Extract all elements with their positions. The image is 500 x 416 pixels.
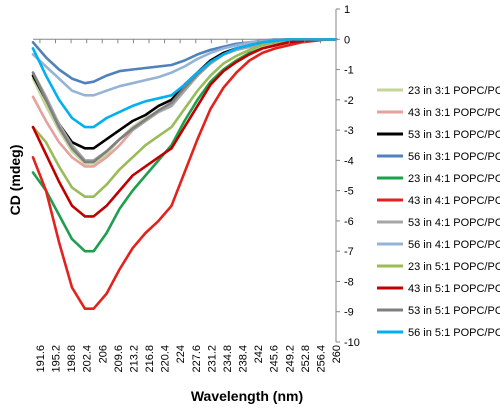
y-tick-label: -3 <box>344 125 354 137</box>
y-axis-title: CD (mdeg) <box>7 145 23 216</box>
legend-label: 53 in 3:1 POPC/POPS <box>408 129 500 141</box>
legend-label: 56 in 4:1 POPC/POPS <box>408 239 500 251</box>
series-line-12 <box>31 37 338 129</box>
y-tick-label: 1 <box>344 4 350 16</box>
x-tick-label: 242 <box>253 345 265 363</box>
x-tick-label: 234.8 <box>222 345 234 373</box>
x-tick-label: 206 <box>97 345 109 363</box>
y-tick-label: -1 <box>344 65 354 77</box>
x-tick-label: 231.2 <box>206 345 218 373</box>
legend-label: 43 in 5:1 POPC/POPS <box>408 283 500 295</box>
x-tick-label: 213.2 <box>128 345 140 373</box>
x-tick-label: 256.4 <box>315 345 327 373</box>
y-tick-label: 0 <box>344 34 350 46</box>
series-line-11 <box>31 37 338 164</box>
y-tick-label: -5 <box>344 186 354 198</box>
x-tick-label: 224 <box>175 345 187 363</box>
x-tick-label: 249.2 <box>284 345 296 373</box>
x-tick-label: 238.4 <box>238 345 250 373</box>
legend-label: 23 in 3:1 POPC/POPS <box>408 85 500 97</box>
x-tick-label: 191.6 <box>35 345 47 373</box>
legend-label: 53 in 4:1 POPC/POPS <box>408 217 500 229</box>
x-tick-label: 198.8 <box>66 345 78 373</box>
y-tick-label: -2 <box>344 95 354 107</box>
legend: 23 in 3:1 POPC/POPS 43 in 3:1 POPC/POPS 53… <box>377 85 500 339</box>
x-tick-label: 195.2 <box>51 345 63 373</box>
legend-label: 23 in 4:1 POPC/POPS <box>408 173 500 185</box>
legend-label: 23 in 5:1 POPC/POPS <box>408 261 500 273</box>
x-tick-label: 220.4 <box>160 345 172 373</box>
x-tick-label: 245.6 <box>269 345 281 373</box>
series-line-9 <box>31 37 338 198</box>
x-tick-label: 260 <box>331 345 343 363</box>
y-tick-label: -7 <box>344 246 354 258</box>
x-tick-label: 252.8 <box>300 345 312 373</box>
x-tick-label: 227.6 <box>191 345 203 373</box>
legend-label: 53 in 5:1 POPC/POPS <box>408 305 500 317</box>
series-line-2 <box>31 37 338 168</box>
axis-layer: 1 0 -1 -2 -3 -4 -5 -6 -7 -8 -9 -10 191.6 195.2 198.8 20… <box>33 4 360 373</box>
legend-label: 43 in 4:1 POPC/POPS <box>408 195 500 207</box>
x-tick-label: 216.8 <box>144 345 156 373</box>
legend-label: 56 in 3:1 POPC/POPS <box>408 151 500 163</box>
y-tick-label: -9 <box>344 307 354 319</box>
series-line-6 <box>31 37 338 311</box>
y-tick-label: -4 <box>344 155 354 167</box>
x-tick-label: 202.4 <box>82 345 94 373</box>
y-tick-label: -10 <box>344 337 360 349</box>
legend-label: 56 in 5:1 POPC/POPS <box>408 327 500 339</box>
y-tick-label: -8 <box>344 276 354 288</box>
series-line-7 <box>31 37 338 162</box>
series-layer <box>31 37 338 311</box>
y-tick-label: -6 <box>344 216 354 228</box>
legend-label: 43 in 3:1 POPC/POPS <box>408 107 500 119</box>
x-axis-title: Wavelength (nm) <box>191 388 303 404</box>
series-line-10 <box>31 37 338 218</box>
x-tick-label: 209.6 <box>113 345 125 373</box>
